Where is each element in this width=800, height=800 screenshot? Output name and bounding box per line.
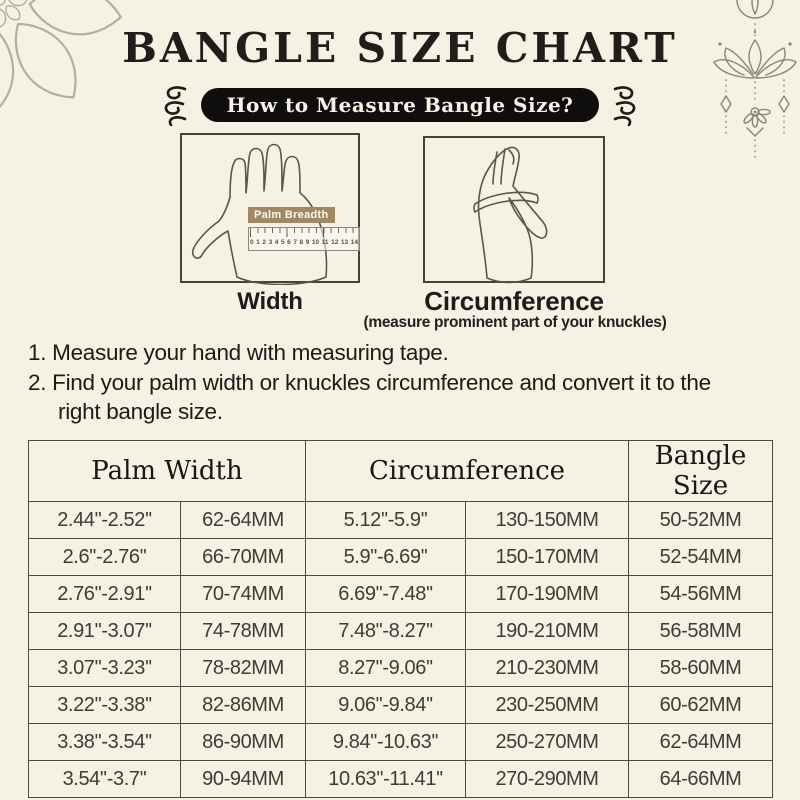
table-row: 2.91''-3.07'' 74-78MM 7.48''-8.27'' 190-210…: [28, 612, 774, 650]
table-cell: 270-290MM: [465, 760, 630, 798]
table-cell: 230-250MM: [465, 686, 630, 724]
ruler-number: 4: [274, 239, 279, 246]
circumference-note: (measure prominent part of your knuckles…: [363, 314, 667, 331]
table-cell: 8.27''-9.06'': [305, 649, 467, 687]
ruler-ticks: [250, 228, 358, 238]
table-cell: 62-64MM: [179, 501, 307, 539]
table-cell: 82-86MM: [179, 686, 307, 724]
table-cell: 2.6''-2.76'': [28, 538, 181, 576]
ruler-number: 13: [340, 239, 349, 246]
ruler-numbers: 0 1 2 3 4 5 6 7 8 9 10 11 12 13 14: [249, 239, 359, 246]
table-cell: 62-64MM: [628, 723, 774, 761]
instructions: 1. Measure your hand with measuring tape…: [28, 338, 752, 427]
table-cell: 78-82MM: [179, 649, 307, 687]
page-title: BANGLE SIZE CHART: [122, 24, 678, 72]
table-cell: 2.91''-3.07'': [28, 612, 181, 650]
table-cell: 150-170MM: [465, 538, 630, 576]
how-to-banner: How to Measure Bangle Size?: [0, 84, 800, 126]
circumference-figure: [423, 136, 605, 284]
table-cell: 64-66MM: [628, 760, 774, 798]
ruler-number: 5: [280, 239, 285, 246]
instruction-2: 2. Find your palm width or knuckles circ…: [28, 368, 752, 426]
table-cell: 56-58MM: [628, 612, 774, 650]
knuckles-hand-icon: [473, 146, 548, 284]
size-table: Palm Width Circumference Bangle Size 2.4…: [27, 440, 774, 798]
header-bangle-size: Bangle Size: [628, 440, 774, 502]
banner-label: How to Measure Bangle Size?: [200, 88, 600, 122]
table-cell: 6.69''-7.48'': [305, 575, 467, 613]
mandala-corner-icon: [0, 0, 122, 122]
table-cell: 3.38''-3.54'': [28, 723, 181, 761]
ruler-number: 3: [268, 239, 273, 246]
table-cell: 190-210MM: [465, 612, 630, 650]
table-row: 2.6''-2.76'' 66-70MM 5.9''-6.69'' 150-170MM…: [28, 538, 774, 576]
ruler-number: 6: [287, 239, 291, 246]
ruler-number: 10: [311, 239, 320, 246]
header-circumference: Circumference: [305, 440, 630, 502]
table-cell: 250-270MM: [465, 723, 630, 761]
table-cell: 70-74MM: [179, 575, 307, 613]
squiggle-right-icon: [614, 86, 636, 126]
table-cell: 210-230MM: [465, 649, 630, 687]
instruction-2-number: 2.: [28, 370, 47, 395]
table-cell: 3.07''-3.23'': [28, 649, 181, 687]
instruction-1-text: Measure your hand with measuring tape.: [52, 340, 449, 365]
table-cell: 50-52MM: [628, 501, 774, 539]
palm-hand-icon: [191, 143, 328, 285]
instruction-1: 1. Measure your hand with measuring tape…: [28, 338, 752, 367]
table-cell: 74-78MM: [179, 612, 307, 650]
ruler-number: 2: [262, 239, 266, 246]
instruction-2-text: Find your palm width or knuckles circumf…: [52, 370, 711, 424]
table-cell: 9.06''-9.84'': [305, 686, 467, 724]
table-cell: 2.76''-2.91'': [28, 575, 181, 613]
table-row: 3.07''-3.23'' 78-82MM 8.27''-9.06'' 210-230…: [28, 649, 774, 687]
ruler-number: 8: [299, 239, 304, 246]
table-row: 3.38''-3.54'' 86-90MM 9.84''-10.63'' 250-27…: [28, 723, 774, 761]
table-cell: 130-150MM: [465, 501, 630, 539]
ruler-number: 11: [321, 239, 329, 246]
squiggle-left-icon: [164, 86, 186, 126]
palm-breadth-label: Palm Breadth: [248, 207, 335, 223]
table-cell: 9.84''-10.63'': [305, 723, 467, 761]
header-palm-width: Palm Width: [27, 440, 307, 502]
table-cell: 86-90MM: [179, 723, 307, 761]
table-header-row: Palm Width Circumference Bangle Size: [27, 440, 774, 502]
table-cell: 54-56MM: [628, 575, 774, 613]
ruler-number: 1: [256, 239, 260, 246]
instruction-1-number: 1.: [28, 340, 47, 365]
ruler-number: 12: [331, 239, 339, 246]
width-figure: Palm Breadth 0 1 2 3 4 5 6 7 8 9 10 11 12 13 14: [180, 133, 360, 285]
table-cell: 90-94MM: [179, 760, 307, 798]
ruler-number: 0: [250, 239, 254, 246]
table-row: 3.54''-3.7'' 90-94MM 10.63''-11.41'' 270-29…: [28, 760, 774, 798]
ruler-number: 14: [350, 239, 358, 246]
circumference-caption: Circumference: [424, 286, 604, 316]
ruler-number: 9: [305, 239, 310, 246]
table-cell: 66-70MM: [179, 538, 307, 576]
width-caption: Width: [237, 288, 303, 315]
table-cell: 52-54MM: [628, 538, 774, 576]
ruler: 0 1 2 3 4 5 6 7 8 9 10 11 12 13 14: [248, 227, 360, 251]
table-cell: 5.12''-5.9'': [305, 501, 467, 539]
lotus-ornament-icon: [713, 0, 797, 161]
ruler-number: 7: [293, 239, 297, 246]
table-row: 3.22''-3.38'' 82-86MM 9.06''-9.84'' 230-250…: [28, 686, 774, 724]
table-row: 2.76''-2.91'' 70-74MM 6.69''-7.48'' 170-190…: [28, 575, 774, 613]
table-cell: 58-60MM: [628, 649, 774, 687]
table-cell: 3.54''-3.7'': [28, 760, 181, 798]
table-cell: 3.22''-3.38'': [28, 686, 181, 724]
table-cell: 10.63''-11.41'': [305, 760, 467, 798]
table-cell: 170-190MM: [465, 575, 630, 613]
table-cell: 2.44''-2.52'': [28, 501, 181, 539]
table-cell: 7.48''-8.27'': [305, 612, 467, 650]
table-cell: 60-62MM: [628, 686, 774, 724]
table-cell: 5.9''-6.69'': [305, 538, 467, 576]
table-row: 2.44''-2.52'' 62-64MM 5.12''-5.9'' 130-150M…: [28, 501, 774, 539]
